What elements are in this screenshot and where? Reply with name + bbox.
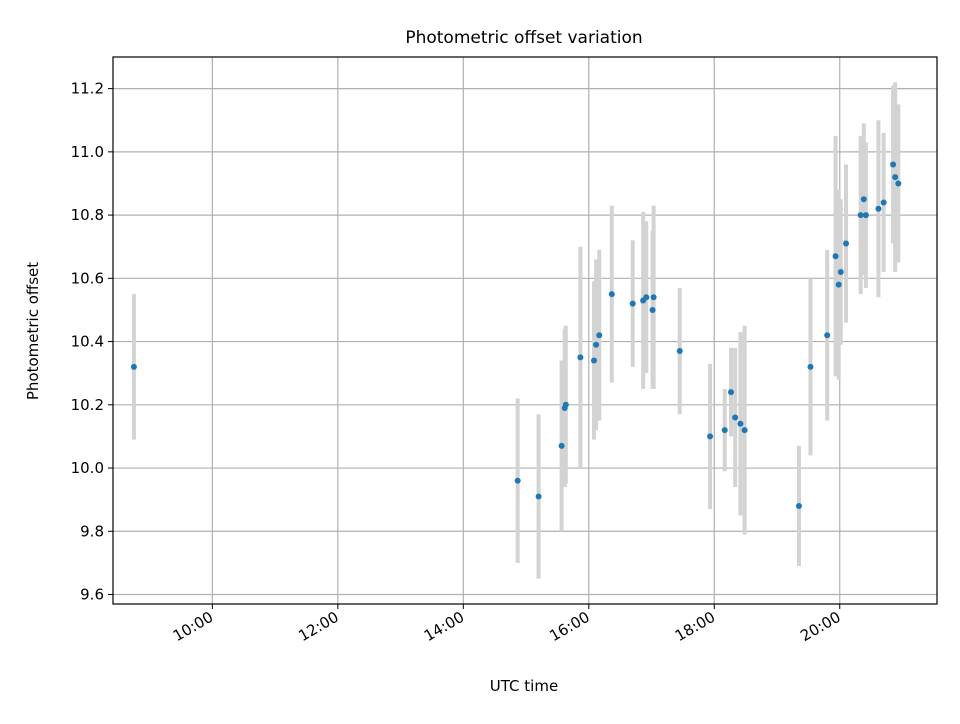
- data-point: [835, 281, 842, 288]
- x-tick-label: 16:00: [546, 608, 592, 645]
- y-tick-label: 11.0: [71, 143, 104, 161]
- data-point: [676, 348, 683, 355]
- y-tick-label: 10.4: [71, 333, 104, 351]
- y-tick-label: 9.6: [80, 586, 104, 604]
- y-tick-label: 11.2: [71, 80, 104, 98]
- data-point: [837, 269, 844, 276]
- data-point: [875, 205, 882, 212]
- axis-ticks: 9.6 9.8 10.0 10.2 10.4 10.6 10.8 11.0 11.2 10:00 1…: [71, 80, 844, 645]
- y-tick-label: 10.6: [71, 269, 104, 287]
- data-point: [514, 477, 521, 484]
- data-point: [130, 363, 137, 370]
- data-point: [807, 363, 814, 370]
- data-point: [728, 389, 734, 396]
- x-tick-label: 14:00: [421, 608, 467, 645]
- data-points: [130, 161, 902, 509]
- data-point: [892, 174, 899, 181]
- data-point: [741, 427, 748, 434]
- data-point: [650, 294, 657, 301]
- data-point: [862, 212, 869, 219]
- y-tick-label: 9.8: [80, 522, 104, 540]
- data-point: [895, 180, 902, 187]
- x-axis-label: UTC time: [490, 677, 558, 695]
- data-point: [596, 332, 603, 339]
- data-point: [843, 240, 850, 247]
- data-point: [577, 354, 584, 361]
- data-point: [737, 420, 744, 427]
- y-tick-label: 10.0: [71, 459, 104, 477]
- plot-frame: [112, 56, 938, 605]
- data-point: [629, 300, 636, 307]
- data-point: [795, 502, 802, 509]
- data-point: [593, 341, 600, 348]
- data-point: [562, 401, 569, 408]
- data-point: [707, 433, 714, 440]
- x-tick-label: 20:00: [797, 608, 843, 645]
- data-point: [857, 212, 864, 219]
- data-point: [649, 306, 656, 313]
- data-point: [890, 161, 897, 168]
- data-point: [643, 294, 650, 301]
- x-tick-label: 12:00: [295, 608, 341, 645]
- y-tick-label: 10.2: [71, 396, 104, 414]
- grid: [113, 57, 937, 604]
- chart-title: Photometric offset variation: [405, 28, 642, 48]
- data-point: [721, 427, 728, 434]
- data-point: [591, 357, 598, 364]
- data-point: [558, 442, 565, 449]
- data-point: [880, 199, 887, 206]
- data-point: [860, 196, 867, 203]
- data-point: [824, 332, 831, 339]
- data-point: [535, 493, 542, 500]
- x-tick-label: 18:00: [672, 608, 718, 645]
- data-point: [732, 414, 739, 421]
- data-point: [832, 253, 839, 260]
- y-tick-label: 10.8: [71, 206, 104, 224]
- data-point: [608, 291, 615, 298]
- error-bars: [131, 82, 901, 579]
- y-axis-label: Photometric offset: [24, 262, 42, 400]
- x-tick-label: 10:00: [170, 608, 216, 645]
